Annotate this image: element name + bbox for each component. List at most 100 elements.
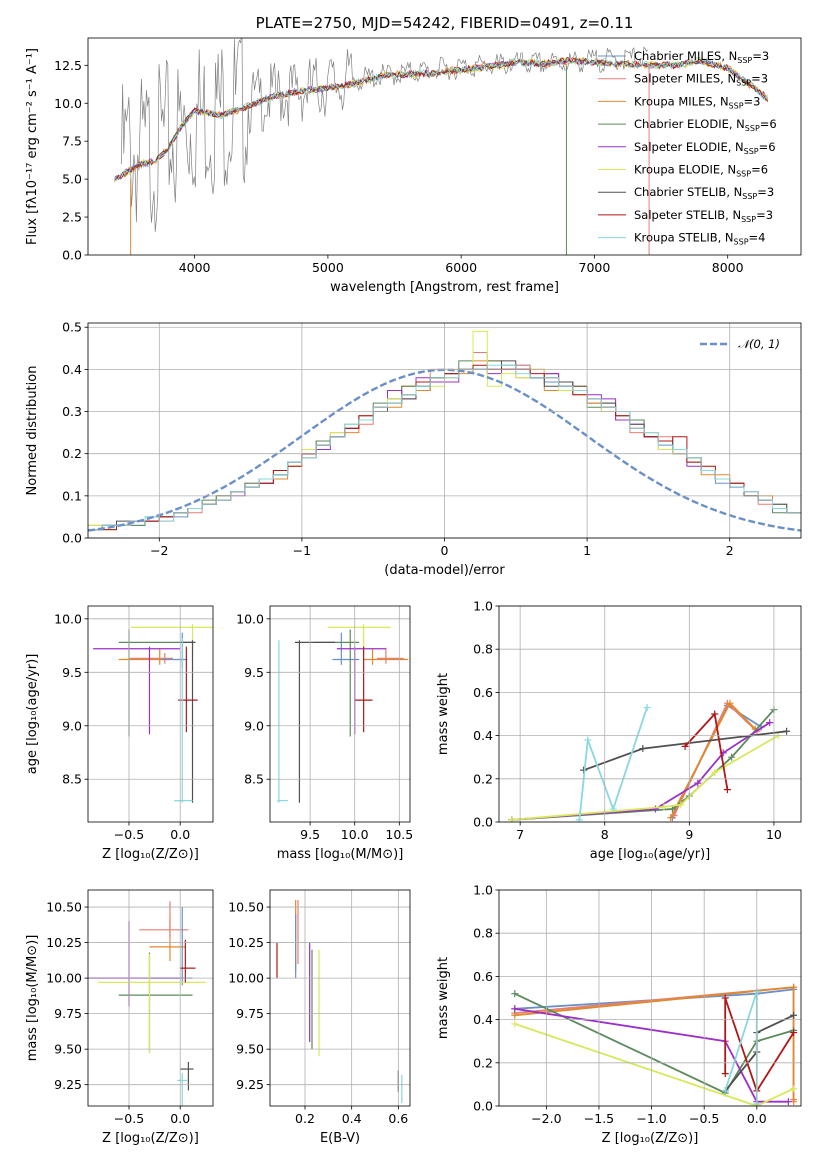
x-tick-label: 0 xyxy=(441,543,449,558)
mass-weight-line xyxy=(724,997,795,1093)
y-tick-label: 5.0 xyxy=(62,172,82,187)
y-tick-label: 1.0 xyxy=(473,599,493,614)
y-tick-label: 0.4 xyxy=(473,1012,493,1027)
y-tick-label: 0.6 xyxy=(473,685,493,700)
y-tick-label: 9.0 xyxy=(244,718,264,733)
axes-frame xyxy=(87,605,214,823)
y-axis-label: Normed distribution xyxy=(25,366,40,496)
plot-area xyxy=(277,624,409,803)
y-tick-label: 9.75 xyxy=(54,1006,82,1021)
y-tick-label: 0.6 xyxy=(473,969,493,984)
y-tick-label: 9.0 xyxy=(62,718,82,733)
y-tick-label: 10.25 xyxy=(46,935,82,950)
x-tick-label: 9.5 xyxy=(300,827,320,842)
model-spectrum-line xyxy=(114,56,768,181)
x-tick-label: 7000 xyxy=(579,260,611,275)
y-tick-label: 9.50 xyxy=(54,1042,82,1057)
y-tick-label: 9.5 xyxy=(62,665,82,680)
x-tick-label: 7 xyxy=(516,827,524,842)
y-tick-label: 0.2 xyxy=(473,771,493,786)
mass-weight-line xyxy=(514,992,794,1095)
legend-label: Chabrier MILES, NSSP=3 xyxy=(634,49,769,65)
panel-age_vs_mass: 9.5 10.0 10.5 8.5 9.0 9.5 10.0 mass [log₁₀(M/M⊙… xyxy=(236,605,413,862)
x-tick-label: 4000 xyxy=(179,260,211,275)
x-tick-label: −1 xyxy=(293,543,311,558)
axes-frame xyxy=(269,889,411,1107)
x-axis-label: Z [log₁₀(Z/Z⊙)] xyxy=(102,1131,199,1146)
plus-marker xyxy=(511,1020,519,1028)
x-tick-label: 0.6 xyxy=(388,1111,408,1126)
plus-marker xyxy=(584,736,592,744)
legend-label: 𝒩(0, 1) xyxy=(738,337,780,351)
y-tick-label: 7.5 xyxy=(62,134,82,149)
x-axis-label: Z [log₁₀(Z/Z⊙)] xyxy=(102,847,199,862)
plus-marker xyxy=(723,786,731,794)
plus-marker xyxy=(667,814,675,822)
y-axis-label: Flux [fλ10⁻¹⁷ erg cm⁻² s⁻¹ A⁻¹] xyxy=(25,48,40,245)
data-spectrum xyxy=(120,38,648,232)
y-tick-label: 9.5 xyxy=(244,665,264,680)
axes-frame xyxy=(498,605,802,823)
x-tick-label: 6000 xyxy=(445,260,477,275)
y-tick-label: 10.0 xyxy=(54,611,82,626)
y-tick-label: 10.50 xyxy=(228,900,264,915)
x-tick-label: −2 xyxy=(150,543,168,558)
plus-marker xyxy=(711,710,719,718)
x-axis-label: (data-model)/error xyxy=(384,563,505,578)
y-tick-label: 0.4 xyxy=(473,728,493,743)
plus-marker xyxy=(660,803,668,811)
legend-label: Salpeter MILES, NSSP=3 xyxy=(634,72,768,88)
plus-marker xyxy=(790,1029,798,1037)
x-tick-label: 8 xyxy=(601,827,609,842)
y-axis-label: mass [log₁₀(M/M⊙)] xyxy=(25,935,40,1062)
y-tick-label: 1.0 xyxy=(473,883,493,898)
y-tick-label: 0.0 xyxy=(473,1099,493,1114)
y-tick-label: 0.0 xyxy=(473,815,493,830)
axes-frame xyxy=(87,37,802,256)
x-tick-label: −1.0 xyxy=(636,1111,666,1126)
x-tick-label: 2 xyxy=(726,543,734,558)
y-tick-label: 0.1 xyxy=(62,488,82,503)
plus-marker xyxy=(511,990,519,998)
plus-marker xyxy=(790,983,798,991)
x-tick-label: 10.5 xyxy=(385,827,413,842)
panel-spectrum: 4000 5000 6000 7000 8000 0.0 2.5 5.0 7.5 10.0 12.5… xyxy=(25,14,802,295)
x-tick-label: 0.0 xyxy=(170,827,190,842)
x-tick-label: 10.0 xyxy=(341,827,369,842)
mass-weight-line xyxy=(578,707,648,820)
panel-residuals: −2 −1 0 1 2 0.0 0.1 0.2 0.3 0.4 0.5 (data-model)/er… xyxy=(25,320,802,578)
x-axis-label: mass [log₁₀(M/M⊙)] xyxy=(277,847,404,862)
y-tick-label: 0.5 xyxy=(62,320,82,335)
x-tick-label: −2.0 xyxy=(531,1111,561,1126)
plot-area xyxy=(93,624,213,803)
y-axis-label: mass weight xyxy=(436,957,451,1039)
plus-marker xyxy=(694,779,702,787)
x-tick-label: −0.5 xyxy=(114,1111,144,1126)
plot-area xyxy=(511,983,798,1106)
x-tick-label: −1.5 xyxy=(584,1111,614,1126)
x-axis-label: age [log₁₀(age/yr)] xyxy=(590,847,711,862)
plus-marker xyxy=(784,1098,792,1106)
plus-marker xyxy=(609,805,617,813)
plot-area xyxy=(276,899,403,1104)
y-tick-label: 10.25 xyxy=(228,935,264,950)
plus-marker xyxy=(511,1005,519,1013)
y-tick-label: 0.0 xyxy=(62,248,82,263)
plus-marker xyxy=(651,805,659,813)
plus-marker xyxy=(677,801,685,809)
x-tick-label: 0.2 xyxy=(295,1111,315,1126)
y-tick-label: 0.0 xyxy=(62,531,82,546)
x-tick-label: 5000 xyxy=(312,260,344,275)
plot-area xyxy=(508,699,791,822)
x-tick-label: 8000 xyxy=(712,260,744,275)
x-tick-label: 0.4 xyxy=(342,1111,362,1126)
legend-label: Chabrier ELODIE, NSSP=6 xyxy=(634,117,777,133)
y-tick-label: 0.2 xyxy=(62,446,82,461)
histogram-step xyxy=(88,364,801,531)
plus-marker xyxy=(728,753,736,761)
x-tick-label: 1 xyxy=(583,543,591,558)
mass-weight-line xyxy=(511,709,775,821)
plot-area xyxy=(88,901,206,1106)
x-tick-label: 9 xyxy=(685,827,693,842)
x-tick-label: 10 xyxy=(766,827,782,842)
